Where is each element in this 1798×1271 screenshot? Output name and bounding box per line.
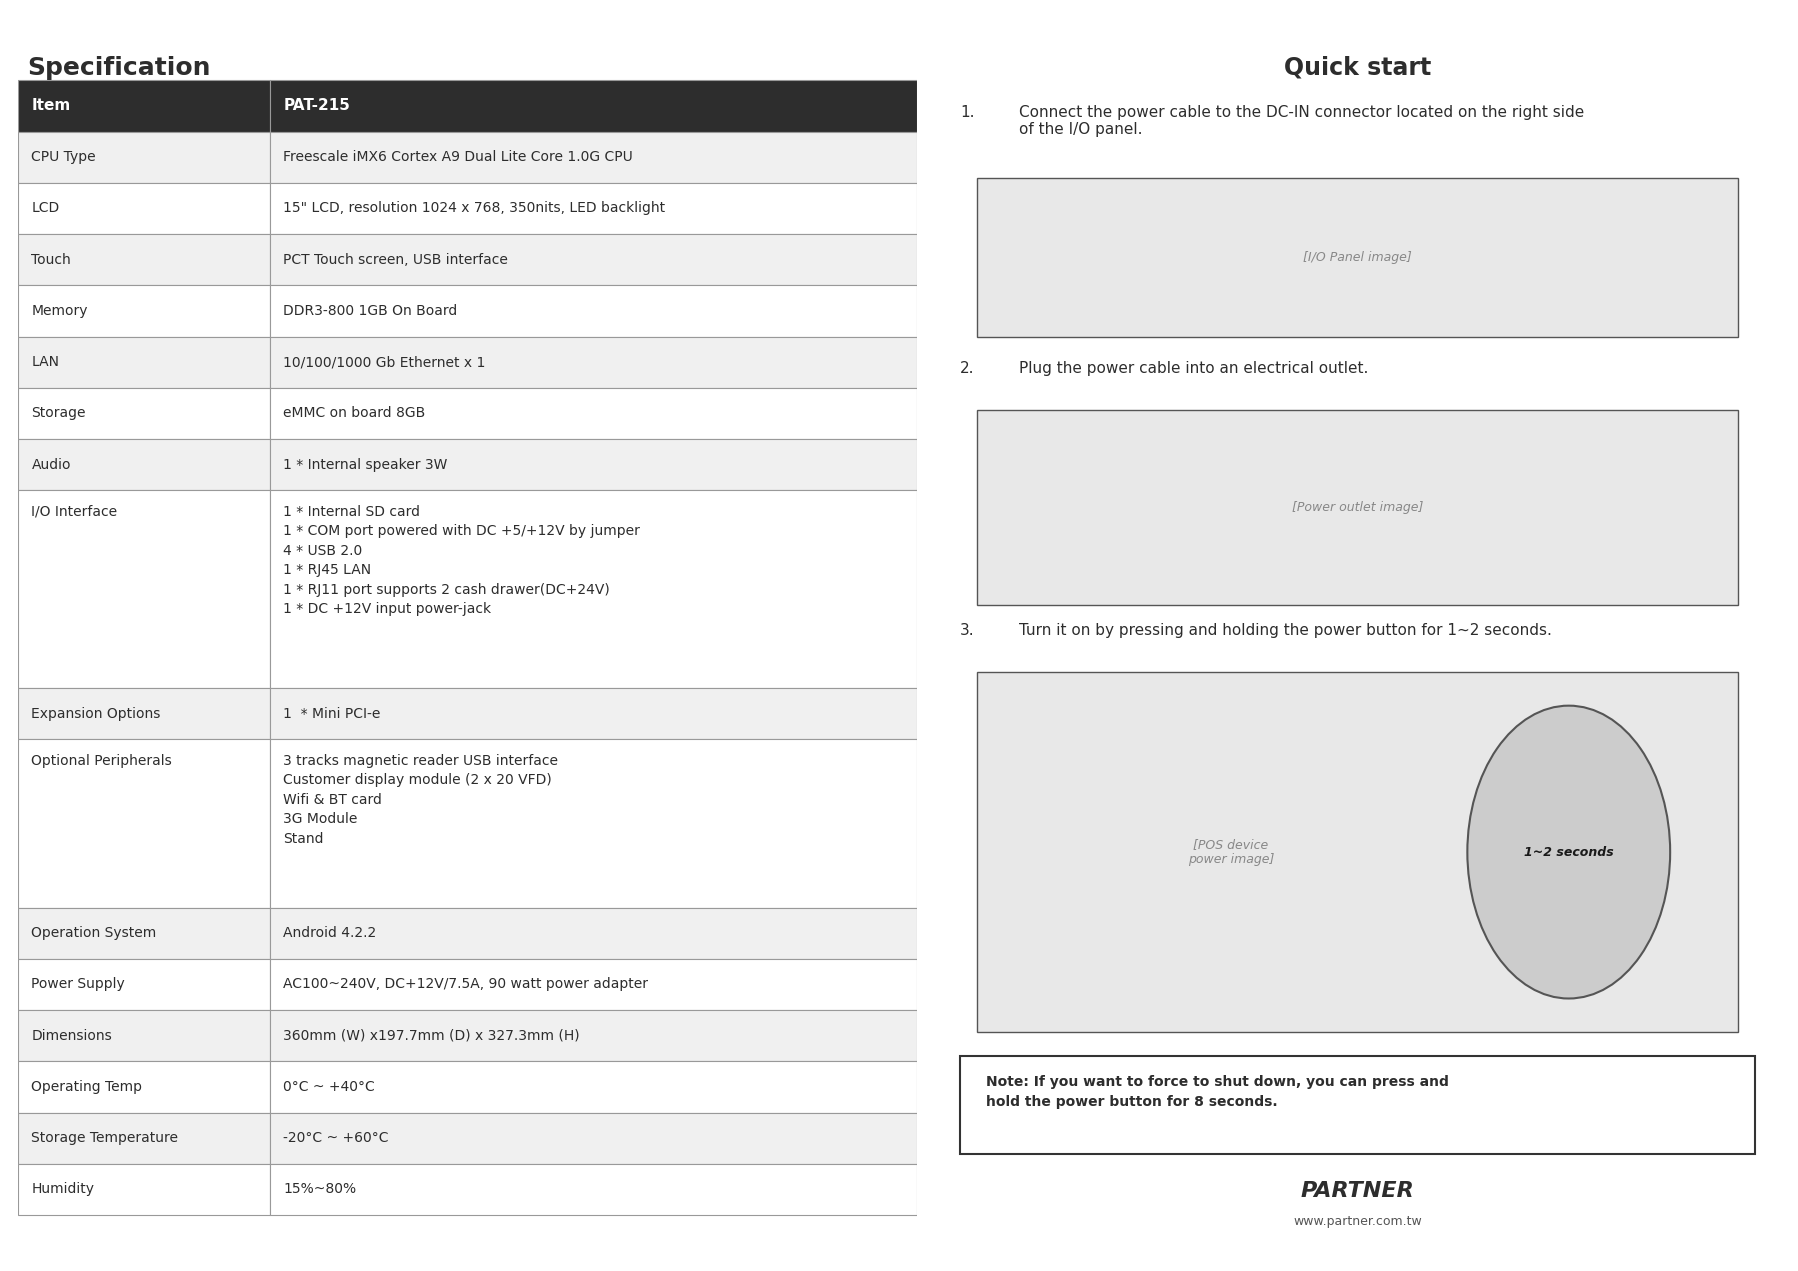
Bar (270, 1061, 917, 1112)
Bar (270, 438, 917, 491)
Bar (270, 907, 917, 958)
Bar (270, 183, 917, 234)
Bar (978, 409, 1737, 605)
Bar (18, 183, 270, 234)
Text: Humidity: Humidity (31, 1182, 95, 1196)
Text: Power Supply: Power Supply (31, 977, 126, 991)
Bar (18, 688, 270, 740)
Bar (270, 1112, 917, 1164)
Text: Optional Peripherals: Optional Peripherals (31, 754, 173, 768)
Text: Storage: Storage (31, 407, 86, 421)
Bar (270, 491, 917, 688)
Text: [Power outlet image]: [Power outlet image] (1291, 501, 1424, 513)
Text: 1  * Mini PCI-e: 1 * Mini PCI-e (284, 707, 381, 721)
Bar (18, 1112, 270, 1164)
Text: LAN: LAN (31, 355, 59, 369)
Text: 1 * Internal speaker 3W: 1 * Internal speaker 3W (284, 458, 448, 472)
Bar (18, 1061, 270, 1112)
Text: 2.: 2. (960, 361, 975, 376)
Bar (270, 388, 917, 438)
Text: Connect the power cable to the DC-IN connector located on the right side
of the : Connect the power cable to the DC-IN con… (1019, 104, 1584, 137)
Text: LCD: LCD (31, 201, 59, 216)
Text: [I/O Panel image]: [I/O Panel image] (1304, 250, 1411, 264)
Text: 10/100/1000 Gb Ethernet x 1: 10/100/1000 Gb Ethernet x 1 (284, 355, 485, 369)
Text: PAT-215: PAT-215 (284, 98, 351, 113)
Text: 360mm (W) x197.7mm (D) x 327.3mm (H): 360mm (W) x197.7mm (D) x 327.3mm (H) (284, 1028, 579, 1042)
Bar (18, 80, 270, 132)
Text: Dimensions: Dimensions (31, 1028, 111, 1042)
Bar (270, 80, 917, 132)
Text: I/O Interface: I/O Interface (31, 505, 117, 519)
Text: 1.: 1. (960, 104, 975, 119)
Text: CPU Type: CPU Type (31, 150, 95, 164)
Text: www.partner.com.tw: www.partner.com.tw (1293, 1215, 1422, 1228)
Text: Item: Item (31, 98, 70, 113)
Bar (18, 1164, 270, 1215)
Text: DDR3-800 1GB On Board: DDR3-800 1GB On Board (284, 304, 457, 318)
Text: Quick start: Quick start (1284, 56, 1431, 80)
Bar (270, 285, 917, 337)
Text: PARTNER: PARTNER (1300, 1181, 1415, 1201)
Bar (18, 1010, 270, 1061)
Text: Android 4.2.2: Android 4.2.2 (284, 927, 376, 941)
Circle shape (1467, 705, 1670, 999)
Bar (960, 1056, 1755, 1154)
Text: Storage Temperature: Storage Temperature (31, 1131, 178, 1145)
Bar (18, 285, 270, 337)
Bar (18, 438, 270, 491)
Text: [POS device
power image]: [POS device power image] (1187, 838, 1275, 866)
Text: 1 * Internal SD card
1 * COM port powered with DC +5/+12V by jumper
4 * USB 2.0
: 1 * Internal SD card 1 * COM port powere… (284, 505, 640, 616)
Text: -20°C ~ +60°C: -20°C ~ +60°C (284, 1131, 388, 1145)
Text: Audio: Audio (31, 458, 70, 472)
Text: Touch: Touch (31, 253, 72, 267)
Text: 15%~80%: 15%~80% (284, 1182, 356, 1196)
Text: Memory: Memory (31, 304, 88, 318)
Bar (18, 491, 270, 688)
Bar (18, 234, 270, 285)
Bar (270, 958, 917, 1010)
Text: Note: If you want to force to shut down, you can press and
hold the power button: Note: If you want to force to shut down,… (985, 1075, 1449, 1110)
Bar (270, 234, 917, 285)
Text: Operation System: Operation System (31, 927, 156, 941)
Bar (270, 1010, 917, 1061)
Bar (270, 337, 917, 388)
Text: eMMC on board 8GB: eMMC on board 8GB (284, 407, 426, 421)
Bar (270, 132, 917, 183)
Text: Freescale iMX6 Cortex A9 Dual Lite Core 1.0G CPU: Freescale iMX6 Cortex A9 Dual Lite Core … (284, 150, 633, 164)
Bar (270, 1164, 917, 1215)
Text: Turn it on by pressing and holding the power button for 1~2 seconds.: Turn it on by pressing and holding the p… (1019, 623, 1552, 638)
Text: 0°C ~ +40°C: 0°C ~ +40°C (284, 1080, 376, 1094)
Bar (978, 672, 1737, 1032)
Text: 3 tracks magnetic reader USB interface
Customer display module (2 x 20 VFD)
Wifi: 3 tracks magnetic reader USB interface C… (284, 754, 557, 846)
Text: AC100~240V, DC+12V/7.5A, 90 watt power adapter: AC100~240V, DC+12V/7.5A, 90 watt power a… (284, 977, 649, 991)
Text: Specification: Specification (27, 56, 210, 80)
Bar (18, 337, 270, 388)
Text: PCT Touch screen, USB interface: PCT Touch screen, USB interface (284, 253, 509, 267)
Text: Expansion Options: Expansion Options (31, 707, 160, 721)
Text: Plug the power cable into an electrical outlet.: Plug the power cable into an electrical … (1019, 361, 1368, 376)
Text: 15" LCD, resolution 1024 x 768, 350nits, LED backlight: 15" LCD, resolution 1024 x 768, 350nits,… (284, 201, 665, 216)
Bar (18, 132, 270, 183)
Bar (18, 958, 270, 1010)
Text: 1~2 seconds: 1~2 seconds (1525, 845, 1613, 859)
Bar (18, 907, 270, 958)
Text: 3.: 3. (960, 623, 975, 638)
Text: Operating Temp: Operating Temp (31, 1080, 142, 1094)
Bar (270, 688, 917, 740)
Bar (18, 388, 270, 438)
Bar (18, 740, 270, 907)
Bar (270, 740, 917, 907)
Bar (978, 178, 1737, 337)
